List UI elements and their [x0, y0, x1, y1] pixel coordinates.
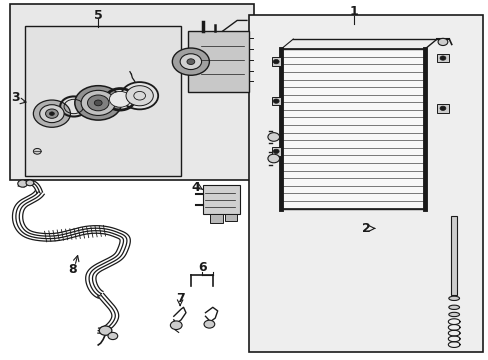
Bar: [281, 49, 424, 209]
Bar: [450, 216, 456, 295]
Circle shape: [45, 109, 58, 118]
Text: 3: 3: [11, 91, 20, 104]
Bar: [249, 15, 483, 352]
Circle shape: [273, 59, 279, 64]
Ellipse shape: [448, 305, 459, 310]
Bar: [281, 49, 424, 209]
Circle shape: [75, 86, 122, 120]
Circle shape: [81, 90, 115, 116]
Circle shape: [180, 54, 201, 69]
Text: 6: 6: [197, 261, 206, 274]
Bar: [272, 57, 281, 66]
Circle shape: [126, 86, 153, 106]
Bar: [25, 26, 181, 176]
Circle shape: [33, 148, 41, 154]
Circle shape: [49, 112, 54, 116]
Text: 8: 8: [68, 263, 77, 276]
Bar: [272, 147, 281, 156]
Circle shape: [18, 180, 27, 187]
Bar: [436, 104, 448, 113]
Circle shape: [273, 149, 279, 153]
Circle shape: [40, 105, 64, 123]
Text: 2: 2: [361, 222, 370, 235]
Text: 4: 4: [191, 181, 200, 194]
Circle shape: [439, 56, 445, 60]
Bar: [210, 214, 222, 223]
Circle shape: [108, 332, 118, 339]
Circle shape: [172, 48, 209, 75]
Circle shape: [267, 154, 279, 163]
Circle shape: [203, 320, 214, 328]
Ellipse shape: [448, 296, 459, 301]
Text: 7: 7: [175, 292, 184, 305]
Bar: [188, 31, 249, 92]
Circle shape: [273, 99, 279, 103]
Circle shape: [33, 100, 70, 127]
Text: 1: 1: [349, 5, 358, 18]
Circle shape: [170, 321, 182, 329]
Ellipse shape: [448, 312, 459, 317]
Circle shape: [109, 91, 131, 107]
Circle shape: [186, 59, 194, 64]
Bar: [10, 4, 254, 180]
Circle shape: [87, 95, 109, 111]
Bar: [272, 97, 281, 105]
Circle shape: [439, 106, 445, 111]
Bar: [203, 185, 239, 214]
Circle shape: [437, 39, 447, 45]
Circle shape: [94, 100, 102, 106]
Text: 5: 5: [94, 9, 102, 22]
Circle shape: [99, 326, 112, 335]
Circle shape: [267, 133, 279, 141]
Bar: [224, 214, 237, 221]
Circle shape: [26, 180, 34, 186]
Bar: [436, 54, 448, 62]
